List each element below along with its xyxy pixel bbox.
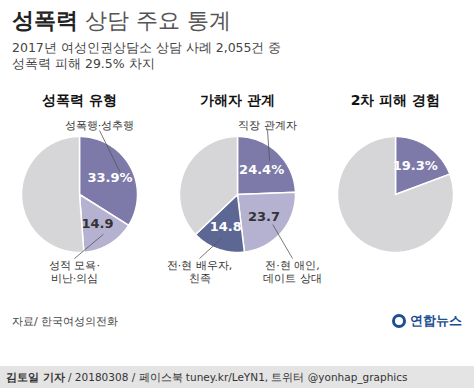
svg-text:직장 관계자: 직장 관계자 bbox=[238, 119, 297, 132]
html-text:2017년 여성인권상담소 상담 사례 2,055건 중: 2017년 여성인권상담소 상담 사례 2,055건 중 bbox=[12, 40, 282, 55]
svg-text:33.9%: 33.9% bbox=[87, 170, 132, 185]
html-text:성폭력 피해 29.5% 차지: 성폭력 피해 29.5% 차지 bbox=[12, 56, 155, 71]
html-text:성폭력상담 주요 통계: 성폭력상담 주요 통계 bbox=[12, 8, 231, 33]
svg-text:14.9: 14.9 bbox=[81, 216, 113, 231]
svg-text:24.4%: 24.4% bbox=[239, 162, 284, 177]
svg-text:성폭행·성추행: 성폭행·성추행 bbox=[65, 119, 135, 132]
svg-text:성적 모욕·비난·의심: 성적 모욕·비난·의심 bbox=[49, 259, 100, 285]
svg-text:가해자 관계: 가해자 관계 bbox=[200, 92, 275, 108]
svg-text:23.7: 23.7 bbox=[248, 209, 280, 224]
svg-text:2차 피해 경험: 2차 피해 경험 bbox=[351, 92, 441, 108]
html-text:김토일 기자/ 20180308 / 페이스북 tuney.: 김토일 기자/ 20180308 / 페이스북 tuney.kr/LeYN1, … bbox=[6, 371, 408, 383]
html-text:자료/ 한국여성의전화: 자료/ 한국여성의전화 bbox=[12, 314, 119, 328]
svg-text:19.3%: 19.3% bbox=[393, 158, 438, 173]
svg-text:전·현 배우자,친족: 전·현 배우자,친족 bbox=[167, 259, 233, 285]
html-text:연합뉴스: 연합뉴스 bbox=[410, 313, 462, 328]
svg-text:성폭력 유형: 성폭력 유형 bbox=[42, 92, 117, 108]
svg-text:전·현 애인,데이트 상대: 전·현 애인,데이트 상대 bbox=[263, 259, 322, 285]
svg-text:14.8: 14.8 bbox=[210, 219, 242, 234]
